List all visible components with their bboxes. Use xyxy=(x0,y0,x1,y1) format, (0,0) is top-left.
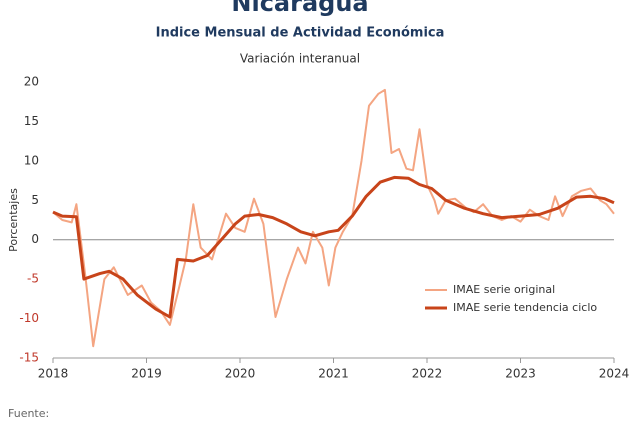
chart-subtitle: Indice Mensual de Actividad Económica xyxy=(156,26,445,41)
chart-subtitle: Variación interanual xyxy=(240,52,360,66)
x-tick-label: 2020 xyxy=(225,367,256,381)
legend-label: IMAE serie original xyxy=(453,283,555,296)
legend-label: IMAE serie tendencia ciclo xyxy=(453,301,597,314)
y-tick-label: -5 xyxy=(27,272,39,286)
y-tick-label: 5 xyxy=(31,193,39,207)
x-tick-label: 2021 xyxy=(318,367,349,381)
x-tick-label: 2018 xyxy=(38,367,69,381)
source-note: Fuente: xyxy=(8,407,49,420)
x-tick-label: 2023 xyxy=(505,367,536,381)
y-tick-label: 0 xyxy=(31,232,39,246)
y-tick-label: -10 xyxy=(19,311,39,325)
y-axis-label: Porcentajes xyxy=(7,188,20,252)
series-line xyxy=(52,175,615,319)
y-tick-label: -15 xyxy=(19,351,39,365)
x-tick-label: 2024 xyxy=(599,367,630,381)
x-tick-label: 2022 xyxy=(412,367,443,381)
y-tick-label: 20 xyxy=(24,75,39,89)
y-tick-label: 10 xyxy=(24,153,39,167)
x-tick-label: 2019 xyxy=(131,367,162,381)
y-tick-label: 15 xyxy=(24,114,39,128)
chart-title: Nicaragua xyxy=(231,0,368,17)
